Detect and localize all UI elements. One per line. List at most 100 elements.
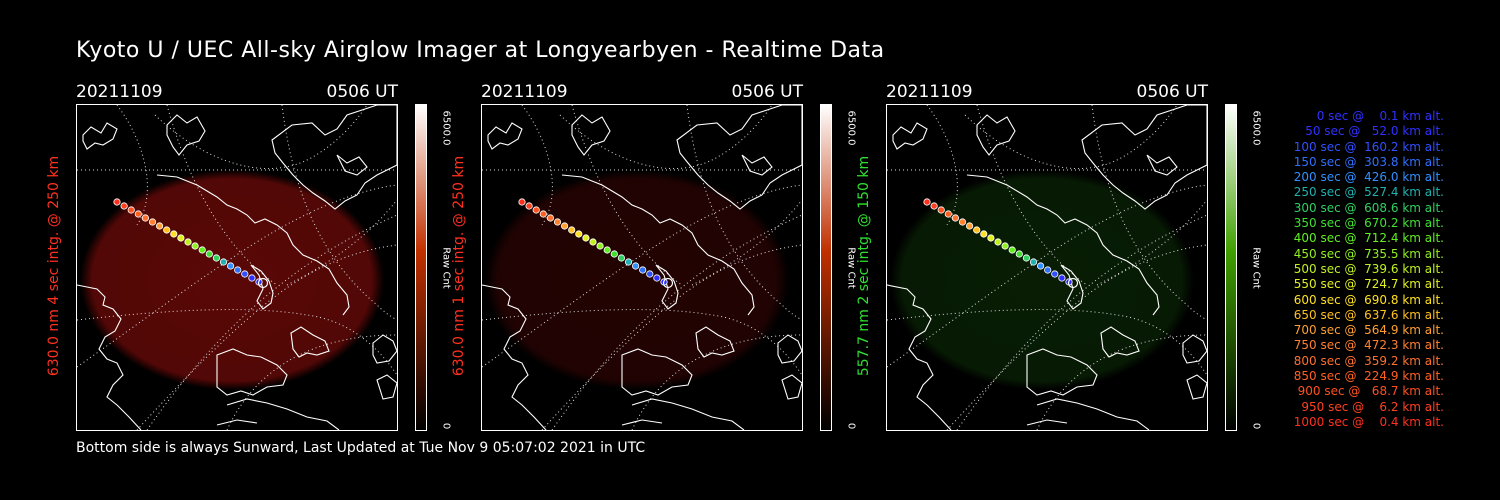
trajectory-marker bbox=[987, 234, 995, 242]
panel-wavelength-label: 630.0 nm 1 sec intg. @ 250 km bbox=[451, 155, 467, 377]
coastline bbox=[1146, 154, 1178, 176]
airglow-field bbox=[80, 170, 384, 390]
grid-line bbox=[686, 105, 802, 321]
legend-entry: 400 sec @ 712.4 km alt. bbox=[1293, 231, 1444, 246]
trajectory-marker bbox=[966, 222, 974, 230]
grid-line bbox=[887, 309, 1207, 376]
legend-entry: 300 sec @ 608.6 km alt. bbox=[1293, 200, 1444, 215]
legend-entry: 100 sec @ 160.2 km alt. bbox=[1293, 139, 1444, 154]
imager-panel-3: 20211109 0506 UT 557.7 nm 2 sec intg. @ … bbox=[856, 82, 1286, 432]
grid-line bbox=[956, 214, 1207, 430]
trajectory-marker bbox=[113, 198, 121, 206]
trajectory-marker bbox=[944, 210, 952, 218]
coastline bbox=[676, 105, 802, 210]
trajectory-marker bbox=[1029, 258, 1038, 266]
colorbar bbox=[820, 104, 832, 431]
grid-line bbox=[77, 309, 397, 376]
trajectory-marker bbox=[632, 262, 640, 270]
coastline bbox=[82, 122, 118, 150]
coastline bbox=[156, 174, 350, 316]
coastline bbox=[892, 122, 928, 150]
airglow-field bbox=[890, 170, 1194, 390]
trajectory-marker bbox=[198, 246, 206, 254]
trajectory-marker bbox=[624, 258, 633, 266]
coastline bbox=[1182, 334, 1207, 364]
map-overlay bbox=[482, 105, 802, 430]
trajectory-marker bbox=[603, 246, 611, 254]
grid-line bbox=[146, 214, 397, 430]
coastline bbox=[226, 398, 340, 430]
trajectory-marker bbox=[980, 230, 988, 238]
trajectory-marker bbox=[617, 254, 625, 262]
coastline bbox=[1186, 374, 1207, 400]
coastline bbox=[976, 114, 1016, 156]
trajectory-marker bbox=[568, 226, 576, 234]
trajectory-marker bbox=[994, 238, 1002, 246]
legend-entry: 350 sec @ 670.2 km alt. bbox=[1293, 216, 1444, 231]
panel-date: 20211109 bbox=[886, 82, 973, 102]
grid-line bbox=[286, 199, 397, 286]
trajectory-marker bbox=[1037, 262, 1045, 270]
site-marker bbox=[257, 277, 269, 289]
imager-panel-2: 20211109 0506 UT 630.0 nm 1 sec intg. @ … bbox=[451, 82, 881, 432]
legend-entry: 1000 sec @ 0.4 km alt. bbox=[1293, 414, 1444, 429]
page-title: Kyoto U / UEC All-sky Airglow Imager at … bbox=[76, 38, 885, 63]
trajectory-marker bbox=[958, 218, 967, 226]
trajectory-marker bbox=[923, 198, 931, 206]
trajectory-marker bbox=[553, 218, 562, 226]
trajectory-legend: 0 sec @ 0.1 km alt. 50 sec @ 52.0 km alt.… bbox=[1258, 109, 1444, 430]
grid-line bbox=[691, 199, 802, 286]
trajectory-marker bbox=[518, 198, 526, 206]
trajectory-marker bbox=[546, 214, 555, 222]
coastline bbox=[621, 348, 693, 396]
trajectory-marker bbox=[525, 202, 533, 210]
colorbar-min: 0 bbox=[440, 422, 452, 430]
grid-line bbox=[116, 105, 148, 226]
coastline bbox=[781, 374, 802, 400]
legend-entry: 200 sec @ 426.0 km alt. bbox=[1293, 170, 1444, 185]
trajectory-marker bbox=[163, 226, 171, 234]
trajectory-marker bbox=[134, 210, 142, 218]
trajectory-marker bbox=[219, 258, 228, 266]
panel-date: 20211109 bbox=[481, 82, 568, 102]
trajectory-marker bbox=[148, 218, 157, 226]
trajectory-marker bbox=[532, 206, 540, 214]
trajectory-marker bbox=[241, 270, 249, 278]
panel-time: 0506 UT bbox=[1136, 82, 1209, 102]
coastline bbox=[887, 284, 952, 430]
grid-line bbox=[1096, 199, 1207, 286]
panel-time: 0506 UT bbox=[731, 82, 804, 102]
coastline bbox=[777, 334, 802, 364]
trajectory-marker bbox=[653, 274, 661, 282]
allsky-image bbox=[481, 104, 803, 431]
trajectory-marker bbox=[951, 214, 960, 222]
trajectory-marker bbox=[248, 274, 256, 282]
grid-line bbox=[281, 105, 397, 321]
trajectory-marker bbox=[1058, 274, 1066, 282]
legend-entry: 0 sec @ 0.1 km alt. bbox=[1316, 109, 1444, 123]
panel-date: 20211109 bbox=[76, 82, 163, 102]
allsky-image bbox=[76, 104, 398, 431]
trajectory-marker bbox=[184, 238, 192, 246]
colorbar-unit: Raw Cnt bbox=[440, 247, 452, 289]
imager-panel-1: 20211109 0506 UT 630.0 nm 4 sec intg. @ … bbox=[46, 82, 476, 432]
colorbar bbox=[1225, 104, 1237, 431]
coastline bbox=[376, 374, 397, 400]
allsky-image bbox=[886, 104, 1208, 431]
trajectory-marker bbox=[1015, 250, 1023, 258]
legend-entry: 500 sec @ 739.6 km alt. bbox=[1293, 261, 1444, 276]
trajectory-marker bbox=[141, 214, 150, 222]
coastline bbox=[1081, 105, 1207, 210]
grid-line bbox=[964, 105, 1178, 170]
coastline bbox=[571, 114, 611, 156]
coastline bbox=[166, 114, 206, 156]
legend-entry: 600 sec @ 690.8 km alt. bbox=[1293, 292, 1444, 307]
panel-wavelength-label: 630.0 nm 4 sec intg. @ 250 km bbox=[46, 155, 62, 377]
trajectory-marker bbox=[212, 254, 220, 262]
trajectory-marker bbox=[1044, 266, 1052, 274]
trajectory-marker bbox=[1051, 270, 1059, 278]
trajectory-marker bbox=[973, 226, 981, 234]
coastline bbox=[966, 174, 1160, 316]
grid-line bbox=[154, 105, 368, 170]
trajectory-marker bbox=[937, 206, 945, 214]
